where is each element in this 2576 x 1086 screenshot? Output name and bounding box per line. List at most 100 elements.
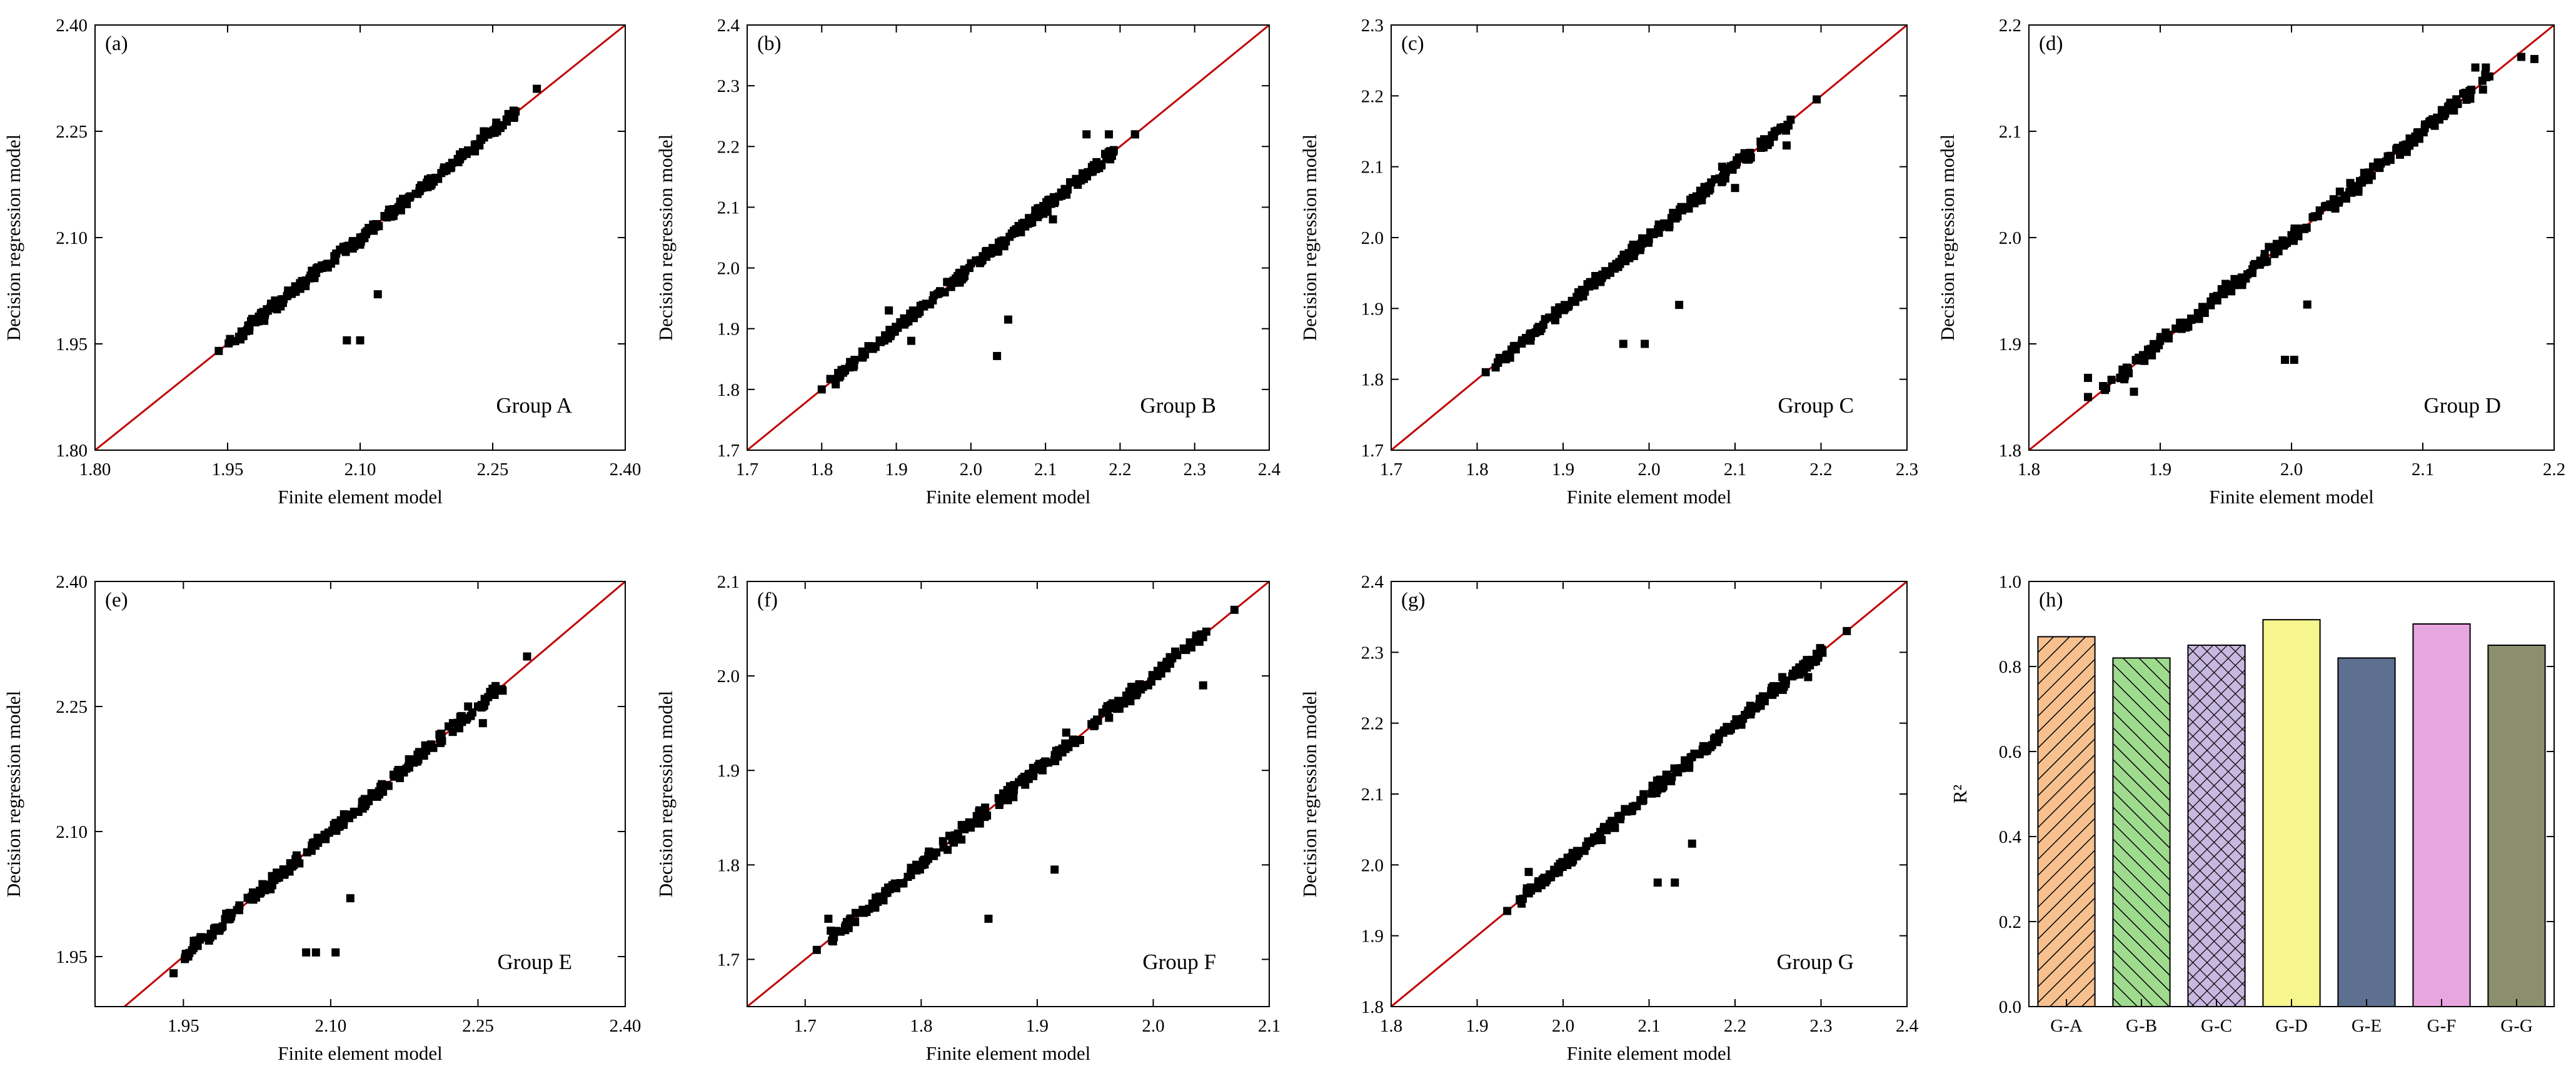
- x-axis-label: Finite element model: [1567, 486, 1731, 508]
- data-point: [2394, 143, 2403, 152]
- x-tick-label: 1.8: [910, 1016, 932, 1036]
- x-tick-label: 2.3: [1809, 1016, 1832, 1036]
- data-point: [1495, 353, 1504, 362]
- x-tick-label: 2.2: [1809, 460, 1832, 480]
- data-point: [431, 173, 440, 182]
- panel-tag: (d): [2039, 33, 2063, 55]
- data-point: [2260, 249, 2269, 258]
- data-point: [1541, 878, 1550, 887]
- data-point: [293, 856, 302, 865]
- data-point: [1763, 141, 1772, 149]
- data-point: [2140, 356, 2149, 365]
- data-point: [343, 336, 351, 344]
- x-tick-label: 2.40: [610, 460, 641, 480]
- x-tick-label: 1.8: [2018, 460, 2040, 480]
- data-point: [851, 908, 860, 917]
- scatter-panel-a: 1.80 1.95 2.10 2.25 2.40 1.80 1.95 2.10 2.25 2.40…: [3, 16, 641, 508]
- data-point: [1105, 130, 1114, 139]
- y-tick-label: 2.25: [56, 122, 88, 142]
- data-point: [250, 314, 259, 323]
- data-point: [858, 353, 867, 361]
- panel-tag: (b): [757, 33, 781, 55]
- data-point: [817, 385, 826, 394]
- x-tick-label: 1.9: [1026, 1016, 1049, 1036]
- data-point: [169, 969, 178, 978]
- data-point: [907, 336, 915, 345]
- data-point: [1667, 777, 1676, 786]
- data-point: [1585, 282, 1594, 291]
- bar-g-a: [2037, 636, 2096, 1007]
- group-label: Group D: [2424, 393, 2501, 418]
- y-tick-label: 1.9: [717, 761, 740, 781]
- data-point: [927, 849, 936, 858]
- data-point: [311, 948, 320, 957]
- data-point: [1556, 859, 1564, 868]
- data-point: [1128, 688, 1137, 696]
- data-point: [422, 747, 431, 755]
- data-point: [276, 302, 285, 311]
- data-point: [2221, 279, 2230, 288]
- data-point: [1784, 121, 1793, 130]
- data-point: [1688, 753, 1696, 762]
- data-point: [1105, 713, 1114, 722]
- data-point: [1746, 710, 1755, 719]
- data-point: [953, 831, 962, 840]
- data-point: [2303, 300, 2312, 309]
- data-point: [1770, 127, 1779, 136]
- y-tick-label: 2.40: [56, 16, 88, 36]
- data-points: [1481, 95, 1821, 376]
- data-point: [947, 283, 955, 291]
- x-tick-label: 2.3: [1184, 460, 1206, 480]
- y-tick-label: 2.2: [1361, 86, 1384, 106]
- data-points: [214, 84, 541, 355]
- data-point: [1804, 673, 1813, 681]
- data-point: [288, 289, 296, 298]
- scatter-panel-g: 1.8 1.9 2.0 2.1 2.2 2.3 2.4 1.8 1.9 2.0 2.1 2.2 2.3 2…: [1299, 572, 1919, 1064]
- data-point: [2206, 297, 2215, 306]
- data-point: [331, 256, 340, 265]
- data-point: [2353, 183, 2362, 192]
- scatter-panel-c: 1.7 1.8 1.9 2.0 2.1 2.2 2.3 1.7 1.8 1.9 2.0 2.1 2.2 2…: [1299, 16, 1918, 508]
- data-point: [1103, 705, 1112, 714]
- data-point: [498, 686, 507, 695]
- data-point: [1648, 782, 1657, 790]
- x-tick-label: 1.80: [79, 460, 111, 480]
- group-label: Group F: [1142, 950, 1216, 974]
- data-point: [1656, 775, 1664, 784]
- y-tick-label: 2.0: [1999, 228, 2021, 248]
- x-tick-label: 1.7: [794, 1016, 817, 1036]
- data-point: [1718, 163, 1726, 171]
- data-point: [2233, 275, 2242, 284]
- data-point: [2445, 101, 2453, 110]
- panel-tag: (e): [105, 589, 128, 611]
- x-tick-label: G-D: [2275, 1016, 2308, 1036]
- data-points: [2084, 53, 2538, 401]
- x-tick-label: 1.8: [1466, 460, 1488, 480]
- data-point: [1733, 716, 1741, 725]
- data-point: [2440, 110, 2449, 119]
- data-point: [967, 259, 975, 268]
- data-point: [2156, 333, 2165, 341]
- panel-tag: (g): [1401, 589, 1425, 611]
- data-point: [356, 234, 365, 243]
- data-point: [890, 327, 899, 336]
- data-point: [1596, 832, 1604, 840]
- data-point: [192, 942, 201, 950]
- data-points: [812, 605, 1239, 954]
- x-tick-label: 2.1: [1638, 1016, 1660, 1036]
- data-point: [402, 764, 411, 773]
- data-point: [2250, 261, 2258, 269]
- x-tick-label: 2.1: [1258, 1016, 1280, 1036]
- data-point: [1660, 219, 1669, 228]
- data-point: [2116, 373, 2125, 382]
- data-point: [2243, 270, 2252, 279]
- data-point: [1502, 351, 1511, 359]
- data-point: [1591, 271, 1600, 280]
- data-point: [2199, 308, 2208, 316]
- data-point: [2368, 163, 2377, 171]
- data-point: [2478, 76, 2487, 85]
- data-point: [2328, 200, 2337, 209]
- data-point: [298, 276, 306, 285]
- panel-tag: (a): [105, 33, 128, 55]
- data-point: [1004, 315, 1012, 324]
